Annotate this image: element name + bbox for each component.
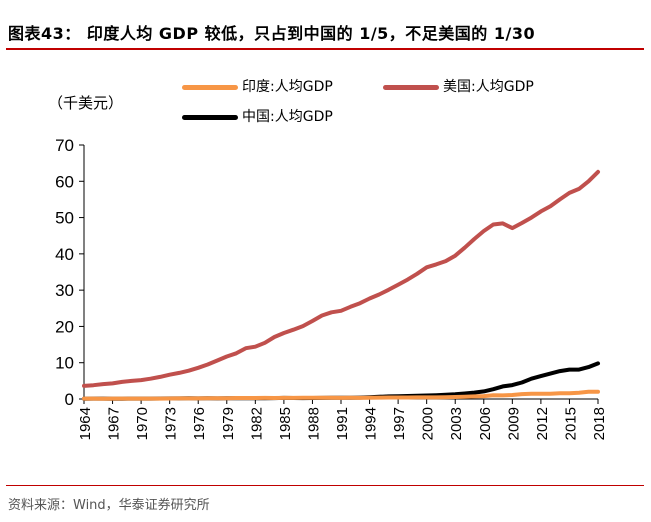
y-tick-label: 0: [65, 390, 74, 409]
x-tick-label: 1970: [134, 407, 151, 440]
x-tick-label: 1982: [248, 407, 265, 440]
x-tick-label: 2003: [448, 407, 465, 440]
x-tick-label: 1967: [106, 407, 123, 440]
y-tick-label: 60: [55, 172, 74, 191]
y-tick-label: 10: [55, 354, 74, 373]
y-axis-unit-label: （千美元）: [48, 94, 124, 112]
x-tick-label: 2006: [477, 407, 494, 440]
legend-swatch-china: [182, 115, 238, 120]
x-tick-label: 1988: [305, 407, 322, 440]
y-tick-label: 40: [55, 245, 74, 264]
x-tick-label: 1964: [77, 407, 94, 440]
source-note: 资料来源：Wind，华泰证券研究所: [8, 498, 210, 513]
x-tick-label: 1976: [191, 407, 208, 440]
y-tick-label: 30: [55, 281, 74, 300]
figure-title: 图表43： 印度人均 GDP 较低，只占到中国的 1/5，不足美国的 1/30: [8, 24, 536, 43]
series-line-india: [82, 389, 600, 401]
legend-swatch-usa: [383, 85, 439, 90]
title-divider: [6, 48, 644, 50]
x-tick-label: 1991: [334, 407, 351, 440]
y-tick-label: 50: [55, 209, 74, 228]
y-tick-label: 70: [55, 136, 74, 155]
x-tick-label: 2015: [562, 407, 579, 440]
legend-swatch-india: [182, 85, 238, 90]
y-tick-label: 20: [55, 317, 74, 336]
line-chart: 0 10 20 30 40 50 60 70 1964 1967 1970 1973 1976 1979 1…: [55, 136, 608, 440]
x-tick-label: 1997: [391, 407, 408, 440]
source-divider: [6, 485, 644, 486]
x-tick-label: 1973: [163, 407, 180, 440]
x-tick-label: 1994: [363, 407, 380, 440]
x-tick-label: 2012: [534, 407, 551, 440]
x-tick-label: 2018: [591, 407, 608, 440]
legend-label-usa: 美国:人均GDP: [443, 79, 534, 95]
legend-label-china: 中国:人均GDP: [242, 109, 333, 125]
x-tick-label: 2000: [420, 407, 437, 440]
x-tick-label: 1979: [220, 407, 237, 440]
series-line-usa: [82, 169, 600, 388]
x-tick-label: 1985: [277, 407, 294, 440]
x-tick-label: 2009: [505, 407, 522, 440]
legend-label-india: 印度:人均GDP: [242, 79, 333, 95]
